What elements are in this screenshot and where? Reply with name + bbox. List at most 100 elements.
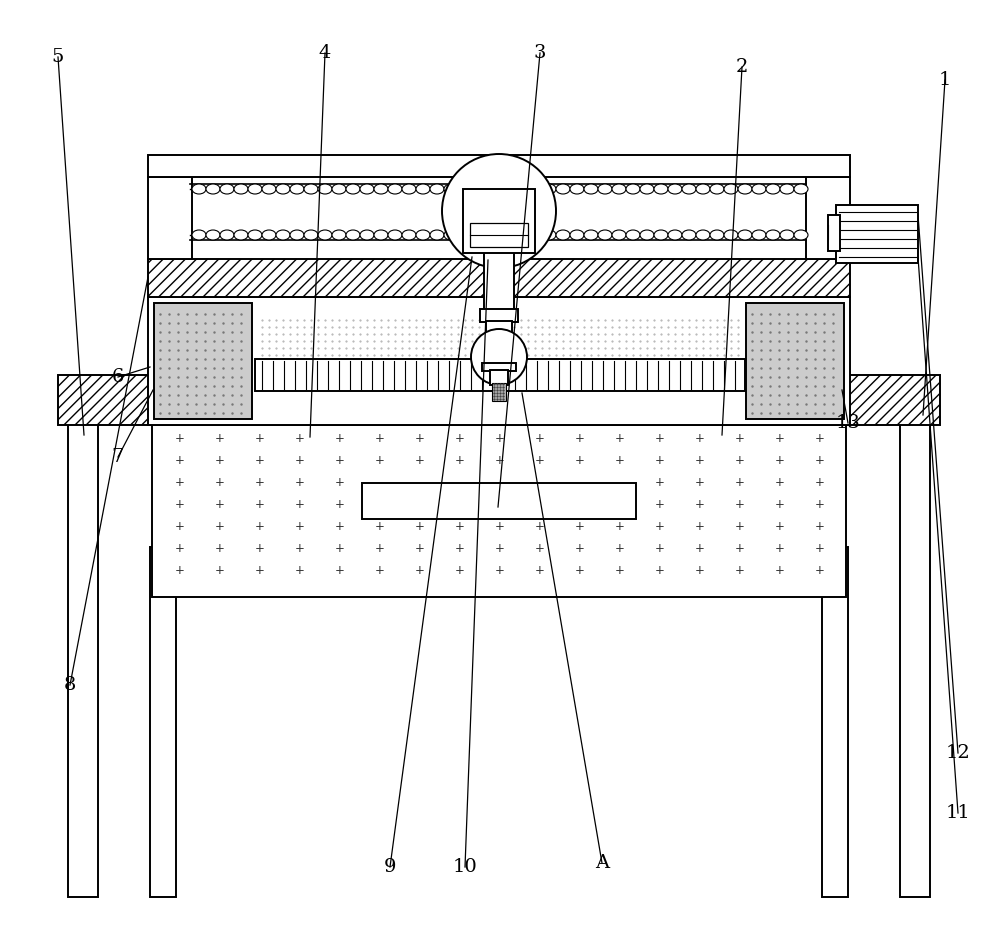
Text: +: + (375, 454, 385, 467)
Text: 2: 2 (736, 58, 748, 76)
Text: 6: 6 (112, 368, 124, 386)
Text: +: + (535, 542, 545, 556)
Ellipse shape (640, 184, 654, 194)
Text: +: + (335, 564, 345, 577)
Ellipse shape (444, 230, 458, 240)
Ellipse shape (556, 184, 570, 194)
Ellipse shape (598, 184, 612, 194)
Bar (205, 391, 794, 413)
Ellipse shape (360, 230, 374, 240)
Ellipse shape (766, 184, 780, 194)
Bar (58, 375, 206, 425)
Text: +: + (655, 499, 665, 512)
Ellipse shape (780, 230, 794, 240)
Circle shape (442, 154, 556, 268)
Ellipse shape (402, 184, 416, 194)
Bar (152, 425, 846, 597)
Text: +: + (815, 499, 825, 512)
Text: +: + (495, 542, 505, 556)
Text: +: + (255, 564, 265, 577)
Text: +: + (295, 564, 305, 577)
Ellipse shape (584, 230, 598, 240)
Bar (746, 303, 844, 419)
Text: +: + (215, 564, 225, 577)
Ellipse shape (192, 230, 206, 240)
Text: +: + (615, 564, 625, 577)
Text: +: + (655, 454, 665, 467)
Ellipse shape (794, 184, 808, 194)
Text: +: + (295, 521, 305, 534)
Ellipse shape (542, 230, 556, 240)
Ellipse shape (248, 184, 262, 194)
Text: +: + (295, 542, 305, 556)
Ellipse shape (318, 230, 332, 240)
Text: 11: 11 (946, 804, 970, 822)
Text: +: + (295, 476, 305, 489)
Text: 4: 4 (319, 44, 331, 62)
Text: +: + (775, 454, 785, 467)
Text: +: + (375, 564, 385, 577)
Text: +: + (695, 476, 705, 489)
Text: +: + (215, 476, 225, 489)
Text: +: + (575, 564, 585, 577)
Text: +: + (255, 476, 265, 489)
Text: +: + (655, 433, 665, 446)
Text: +: + (215, 521, 225, 534)
Bar (828, 215, 840, 251)
Text: +: + (415, 521, 425, 534)
Ellipse shape (416, 184, 430, 194)
Ellipse shape (332, 230, 346, 240)
Ellipse shape (668, 184, 682, 194)
Ellipse shape (542, 184, 556, 194)
Ellipse shape (472, 230, 486, 240)
Text: +: + (535, 521, 545, 534)
Text: +: + (535, 454, 545, 467)
Text: +: + (655, 564, 665, 577)
Text: +: + (415, 542, 425, 556)
Text: 9: 9 (384, 858, 396, 876)
Text: +: + (575, 433, 585, 446)
Ellipse shape (556, 230, 570, 240)
Text: +: + (495, 521, 505, 534)
Text: +: + (535, 564, 545, 577)
Text: +: + (775, 499, 785, 512)
Text: +: + (695, 542, 705, 556)
Text: +: + (735, 433, 745, 446)
Ellipse shape (472, 184, 486, 194)
Ellipse shape (752, 230, 766, 240)
Ellipse shape (346, 184, 360, 194)
Ellipse shape (584, 184, 598, 194)
Ellipse shape (486, 184, 500, 194)
Bar (792, 375, 940, 425)
Text: 8: 8 (64, 676, 76, 694)
Ellipse shape (486, 230, 500, 240)
Text: +: + (655, 521, 665, 534)
Text: +: + (735, 476, 745, 489)
Ellipse shape (738, 184, 752, 194)
Ellipse shape (360, 184, 374, 194)
Ellipse shape (402, 230, 416, 240)
Ellipse shape (682, 230, 696, 240)
Ellipse shape (458, 184, 472, 194)
Ellipse shape (290, 230, 304, 240)
Ellipse shape (220, 230, 234, 240)
Text: +: + (655, 542, 665, 556)
Ellipse shape (304, 230, 318, 240)
Ellipse shape (668, 230, 682, 240)
Ellipse shape (738, 230, 752, 240)
Bar (362, 483, 636, 519)
Text: +: + (255, 454, 265, 467)
Ellipse shape (290, 184, 304, 194)
Text: +: + (335, 476, 345, 489)
Ellipse shape (724, 230, 738, 240)
Text: +: + (735, 564, 745, 577)
Text: +: + (335, 433, 345, 446)
Text: +: + (615, 521, 625, 534)
Ellipse shape (612, 230, 626, 240)
Ellipse shape (766, 230, 780, 240)
Ellipse shape (318, 184, 332, 194)
Text: +: + (175, 433, 185, 446)
Text: +: + (215, 499, 225, 512)
Text: +: + (215, 542, 225, 556)
Text: 12: 12 (946, 744, 970, 762)
